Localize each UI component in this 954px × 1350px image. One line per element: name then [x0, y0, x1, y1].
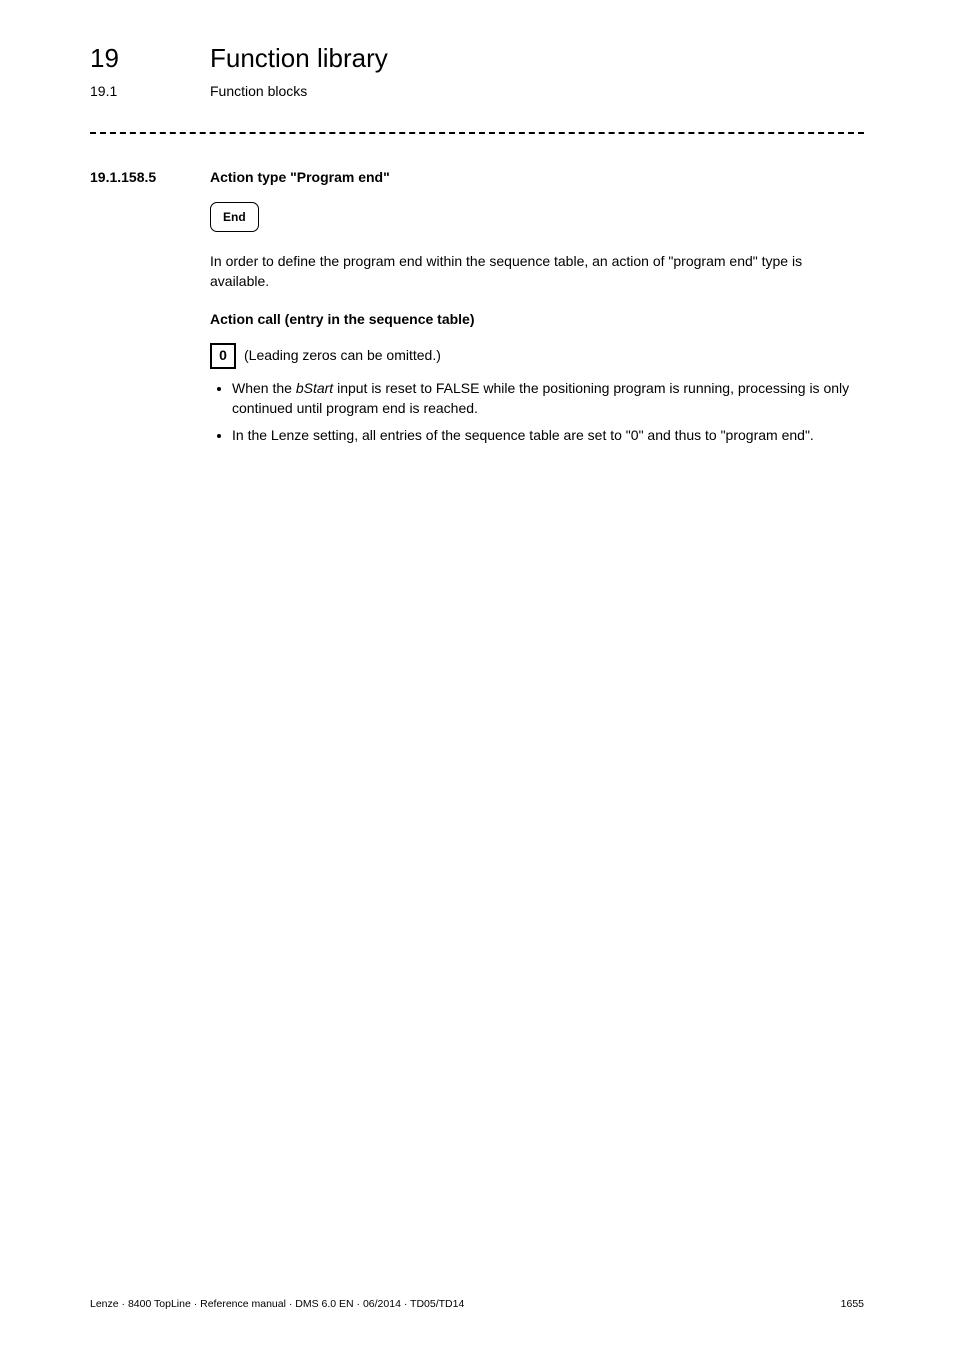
subsection-number: 19.1.158.5: [90, 168, 210, 188]
subsection-title: Action type "Program end": [210, 168, 390, 188]
intro-paragraph: In order to define the program end withi…: [210, 252, 864, 291]
action-call-heading: Action call (entry in the sequence table…: [210, 310, 864, 330]
section-title: Function blocks: [210, 82, 307, 102]
chapter-header-row: 19 Function library: [90, 40, 864, 76]
separator-rule: [90, 132, 864, 134]
zero-box-note: (Leading zeros can be omitted.): [244, 346, 441, 366]
body-column: End In order to define the program end w…: [210, 202, 864, 446]
footer-left: Lenze · 8400 TopLine · Reference manual …: [90, 1297, 464, 1312]
zero-row: 0 (Leading zeros can be omitted.): [210, 343, 864, 369]
list-item: When the bStart input is reset to FALSE …: [232, 379, 864, 418]
subsection-row: 19.1.158.5 Action type "Program end": [90, 168, 864, 188]
list-item: In the Lenze setting, all entries of the…: [232, 426, 864, 446]
zero-box: 0: [210, 343, 236, 369]
bullet-list: When the bStart input is reset to FALSE …: [218, 379, 864, 446]
bullet-text-pre: When the: [232, 380, 296, 396]
section-header-row: 19.1 Function blocks: [90, 82, 864, 102]
page-footer: Lenze · 8400 TopLine · Reference manual …: [90, 1297, 864, 1312]
chapter-title: Function library: [210, 40, 388, 76]
footer-page-number: 1655: [841, 1297, 864, 1312]
bullet-text-em: bStart: [296, 380, 333, 396]
end-box: End: [210, 202, 259, 233]
page-root: 19 Function library 19.1 Function blocks…: [0, 0, 954, 1350]
section-number: 19.1: [90, 82, 210, 102]
chapter-number: 19: [90, 40, 210, 76]
